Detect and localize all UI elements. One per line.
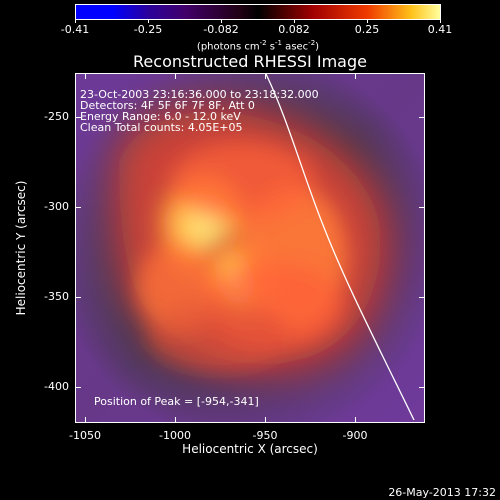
x-axis-title: Heliocentric X (arcsec) [182,442,318,456]
colorbar-units: (photons cm-2 s-1 asec-2) [197,38,319,52]
y-axis-right-tick-1 [419,117,425,118]
x-axis-bottom-tick-3 [265,417,266,423]
colorbar-frame [75,4,441,20]
y-axis-left-tick-4 [75,387,81,388]
rhessi-image [76,74,424,422]
info-line-4: Clean Total counts: 4.05E+05 [80,121,243,134]
x-axis-top-tick-4 [355,73,356,79]
y-axis-right-tick-3 [419,297,425,298]
y-tick-label-3: -350 [44,290,69,303]
units-asec-text: asec [282,41,309,53]
timestamp: 26-May-2013 17:32 [388,486,496,499]
x-tick-label-1: -1050 [69,429,101,442]
x-axis-bottom-tick-2 [175,417,176,423]
colorbar-tick-5 [367,19,368,23]
colorbar-label-5: 0.25 [354,23,380,36]
colorbar-tick-4 [294,19,295,23]
colorbar-label-4: 0.082 [278,23,310,36]
units-cm-exponent: -2 [259,39,267,47]
x-axis-bottom-tick-1 [85,417,86,423]
units-prefix: (photons cm [196,41,260,53]
units-s-text: s [266,41,276,53]
y-axis-left-tick-3 [75,297,81,298]
colorbar-label-3: -0.082 [203,23,239,36]
x-tick-label-3: -950 [252,429,278,442]
colorbar-tick-6 [440,19,441,23]
x-tick-label-2: -1000 [159,429,191,442]
info-line-3: Energy Range: 6.0 - 12.0 keV [80,110,241,123]
info-line-1: 23-Oct-2003 23:16:36.000 to 23:18:32.000 [80,88,319,101]
info-line-2: Detectors: 4F 5F 6F 7F 8F, Att 0 [80,99,255,112]
y-axis-right-tick-4 [419,387,425,388]
units-suffix: ) [315,41,320,53]
y-tick-label-4: -400 [44,380,69,393]
x-axis-bottom-tick-4 [355,417,356,423]
x-tick-label-4: -900 [342,429,368,442]
peak-position: Position of Peak = [-954,-341] [94,395,259,408]
colorbar-label-6: 0.41 [427,23,453,36]
colorbar-label-1: -0.41 [60,23,90,36]
page-title: Reconstructed RHESSI Image [133,52,367,71]
units-asec-exponent: -2 [308,39,316,47]
colorbar-label-2: -0.25 [133,23,163,36]
limb-line [265,74,415,421]
colorbar-tick-3 [221,19,222,23]
y-tick-label-1: -250 [44,110,69,123]
colorbar-tick-1 [75,19,76,23]
image-plot [75,73,425,423]
y-axis-left-tick-2 [75,207,81,208]
pixel-overlay [76,74,424,422]
x-axis-top-tick-2 [175,73,176,79]
colorbar-tick-2 [148,19,149,23]
x-axis-top-tick-3 [265,73,266,79]
x-axis-top-tick-1 [85,73,86,79]
units-s-exponent: -1 [275,39,283,47]
y-tick-label-2: -300 [44,200,69,213]
y-axis-title: Heliocentric Y (arcsec) [14,180,28,316]
y-axis-right-tick-2 [419,207,425,208]
y-axis-left-tick-1 [75,117,81,118]
